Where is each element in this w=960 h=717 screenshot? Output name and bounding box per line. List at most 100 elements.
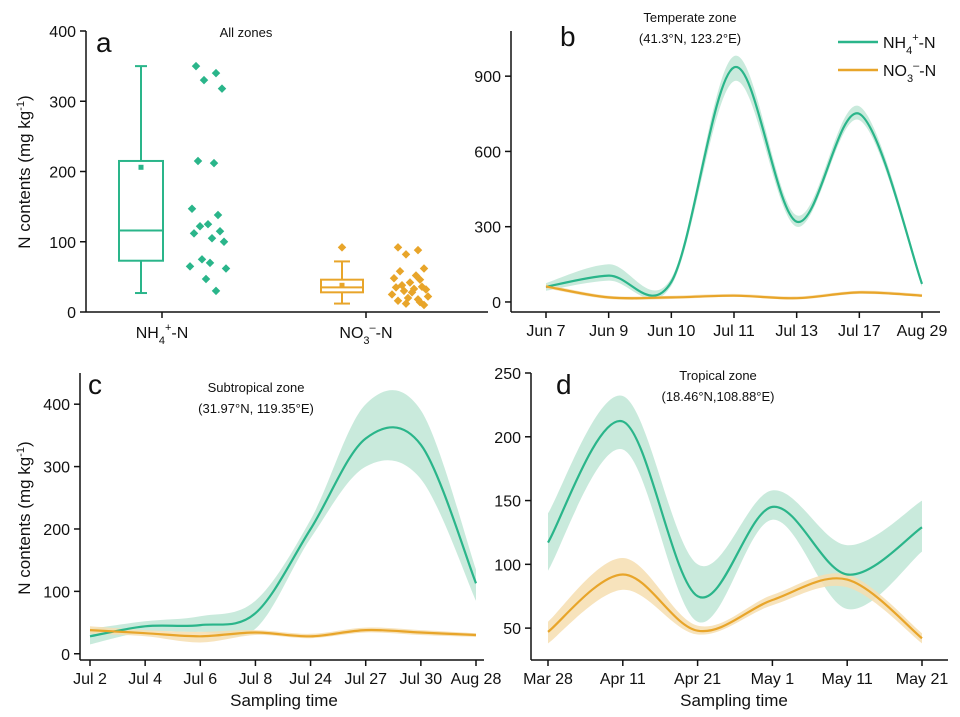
panel-a-nh4-mean [138,164,144,170]
panel-b-subtitle: (41.3°N, 123.2°E) [639,31,741,46]
panel-d-xtick-label-may-21: May 21 [896,671,949,688]
panel-a-no3-point-22 [401,299,411,308]
panel-a-no3-point-8 [405,278,415,287]
panel-a-nh4-point-11 [189,229,199,238]
panel-c-ylabel: N contents (mg kg-1) [15,441,34,594]
panel-b-ytick-label-0: 0 [492,295,501,312]
panel-a-title: All zones [220,25,273,40]
panel-b-ytick-label-600: 600 [474,144,501,161]
panel-a-nh4-point-1 [211,68,221,78]
panel-a-nh4-point-17 [221,264,231,273]
panel-b-xtick-label-jul-17: Jul 17 [838,323,881,340]
panel-a-nh4-box [118,159,164,262]
panel-b-temperate: 0 300 600 900 Jun 7 Jun 9 Jun 10 Jul 11 Jul 13 Ju… [474,31,947,340]
panel-c-nh4-line [89,426,478,638]
panel-b-xtick-label-jun-10: Jun 10 [647,323,695,340]
panel-a-nh4-point-19 [211,286,221,296]
panel-c-ytick-label-100: 100 [43,584,70,601]
panel-d-ytick-label-100: 100 [494,557,521,574]
panel-c-xtick-label-jul-8: Jul 8 [239,671,273,688]
panel-letter-c: c [88,369,102,400]
panel-a-no3-point-1 [413,245,423,255]
panel-d-xtick-label-apr-21: Apr 21 [674,671,721,688]
legend: NH4+-N NO3–-N [838,32,936,85]
panel-a-no3-point-11 [391,283,401,292]
panel-a-nh4-point-15 [205,258,215,268]
panel-c-ytick-label-0: 0 [61,647,70,664]
panel-c-ytick-label-200: 200 [43,522,70,539]
panel-a-nh4-point-2 [199,75,209,85]
panel-c-xtick-label-jul-6: Jul 6 [183,671,217,688]
panel-c-xtick-label-aug-28: Aug 28 [451,671,502,688]
panel-b-xtick-label-jun-9: Jun 9 [589,323,628,340]
panel-a-nh4-point-10 [215,226,225,236]
panel-a-no3-outlier-0 [337,243,347,252]
panel-a-ytick-label-300: 300 [49,94,76,111]
panel-a-no3-point-0 [393,243,403,252]
panel-d-subtitle: (18.46°N,108.88°E) [661,389,774,404]
panel-a-nh4-point-12 [207,233,217,243]
panel-a-nh4-point-18 [201,274,211,284]
panel-b-nh4-ci-band [546,55,922,300]
panel-c-xtick-label-jul-4: Jul 4 [128,671,162,688]
panel-a-nh4-point-6 [187,204,197,213]
legend-no3-label: NO3–-N [883,60,936,85]
panel-a-nh4-point-3 [217,84,227,93]
panel-a-no3-mean [339,282,345,288]
panel-a-no3-point-6 [389,274,399,283]
panel-c-nh4-ci-band [90,390,476,645]
panel-letter-b: b [560,21,576,52]
panel-c-xlabel: Sampling time [230,691,338,710]
panel-d-xlabel: Sampling time [680,691,788,710]
panel-a-no3-point-3 [419,264,429,273]
panel-a-ytick-label-100: 100 [49,235,76,252]
panel-c-ytick-label-300: 300 [43,460,70,477]
panel-d-nh4-line [547,420,923,599]
panel-a-no3-box [320,278,364,294]
panel-a-no3-point-23 [419,300,429,310]
panel-a-nh4-point-8 [203,219,213,229]
panel-d-ytick-label-250: 250 [494,366,521,383]
panel-c-xtick-label-jul-2: Jul 2 [73,671,107,688]
panel-b-title: Temperate zone [643,10,736,25]
panel-a-ytick-label-200: 200 [49,165,76,182]
panel-a-nh4-point-0 [191,61,201,71]
panel-d-xtick-label-apr-11: Apr 11 [600,671,646,688]
panel-c-xtick-label-jul-27: Jul 27 [344,671,387,688]
panel-a-nh4-point-13 [219,237,229,246]
panel-c-ytick-label-400: 400 [43,397,70,414]
panel-c-xtick-label-jul-30: Jul 30 [400,671,443,688]
panel-a-no3-point-13 [421,285,431,294]
panel-c-subtitle: (31.97°N, 119.35°E) [198,401,314,416]
panel-a-nh4-point-9 [195,222,205,231]
panel-a-nh4-point-7 [213,210,223,220]
panel-a-nh4-point-14 [197,255,207,264]
panel-b-xtick-label-jul-11: Jul 11 [713,323,755,340]
panel-b-ytick-label-300: 300 [474,220,501,237]
panel-letter-a: a [96,27,112,58]
panel-d-xtick-label-may-11: May 11 [822,671,873,688]
panel-d-ytick-label-50: 50 [503,621,521,638]
panel-a-ytick-label-0: 0 [67,305,76,322]
panel-a-no3-point-20 [393,296,403,306]
panel-a-no3-point-14 [399,286,409,296]
panel-a-no3-point-17 [423,292,433,301]
panel-d-tropical: 50 100 150 200 250 Mar 28 Apr 11 Apr 21 May 1 May… [494,366,948,688]
panel-a-nh4-point-4 [193,156,203,166]
panel-b-xtick-label-jul-13: Jul 13 [775,323,818,340]
panel-a-no3-point-7 [415,275,425,284]
panel-c-subtropical: 0 100 200 300 400 Jul 2 Jul 4 Jul 6 Jul 8 Jul 24 J… [43,373,501,688]
panel-b-nh4-line [545,66,924,297]
panel-a-no3-point-15 [407,288,417,297]
panel-a-nh4-point-5 [209,158,219,168]
panel-a-no3-point-16 [387,290,397,299]
panel-a-ylabel: N contents (mg kg-1) [15,95,34,248]
panel-b-xtick-label-aug-29: Aug 29 [897,323,948,340]
panel-d-ytick-label-200: 200 [494,430,521,447]
panel-a-ytick-label-400: 400 [49,24,76,41]
panel-letter-d: d [556,369,572,400]
panel-b-no3-line [545,285,923,300]
panel-c-xtick-label-jul-24: Jul 24 [289,671,332,688]
panel-a-no3-point-4 [395,267,405,276]
panel-a-nh4-point-16 [185,262,195,271]
